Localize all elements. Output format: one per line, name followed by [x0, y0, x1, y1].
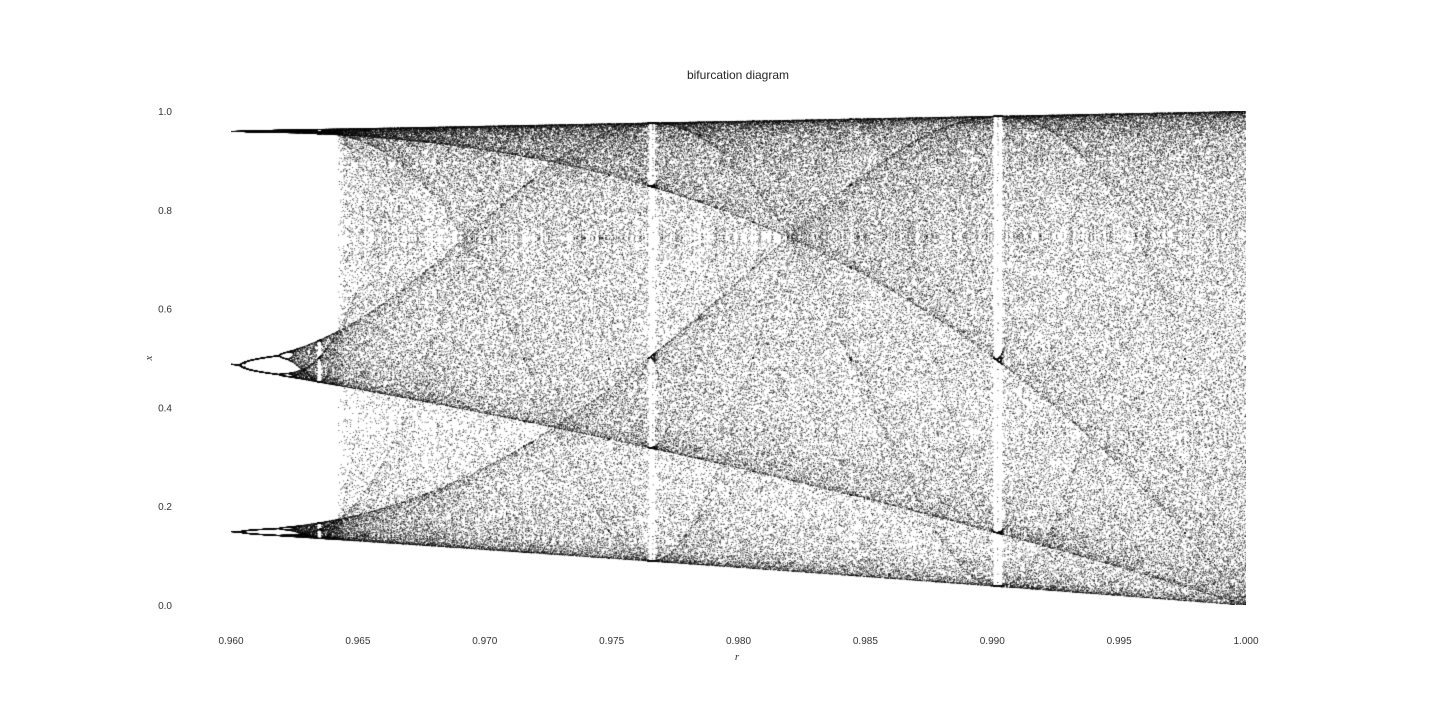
x-tick-label: 1.000 [1233, 636, 1258, 647]
x-tick-label: 0.975 [599, 636, 624, 647]
x-axis-ticks: 0.960 0.965 0.970 0.975 0.980 0.985 0.990 0.995… [218, 636, 1258, 647]
x-tick-label: 0.980 [726, 636, 751, 647]
x-tick-label: 0.985 [853, 636, 878, 647]
x-tick-label: 0.965 [345, 636, 370, 647]
y-tick-label: 0.6 [158, 305, 172, 316]
y-axis-ticks: 0.0 0.2 0.4 0.6 0.8 1.0 [158, 107, 172, 612]
x-axis-label: r [735, 651, 740, 663]
x-tick-label: 0.970 [472, 636, 497, 647]
x-tick-label: 0.990 [980, 636, 1005, 647]
x-tick-label: 0.995 [1107, 636, 1132, 647]
y-tick-label: 0.8 [158, 206, 172, 217]
y-tick-label: 1.0 [158, 107, 172, 118]
x-tick-label: 0.960 [218, 636, 243, 647]
y-axis-label: x [143, 355, 155, 361]
y-tick-label: 0.0 [158, 601, 172, 612]
y-tick-label: 0.4 [158, 403, 172, 414]
y-tick-label: 0.2 [158, 502, 172, 513]
